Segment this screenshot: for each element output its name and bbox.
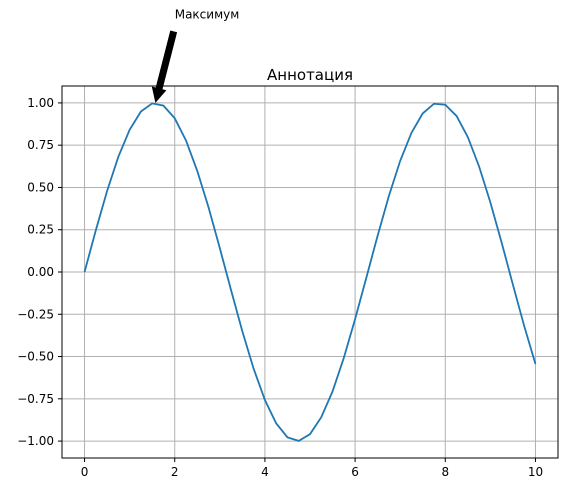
annotations: Максимум [151,7,240,103]
x-tick-label: 8 [441,465,449,479]
y-tick-label: −0.75 [17,392,54,406]
y-tick-label: −1.00 [17,434,54,448]
y-tick-label: 0.25 [27,223,54,237]
y-tick-label: 0.75 [27,138,54,152]
y-tick-label: 0.50 [27,180,54,194]
ticks: 0 2 4 6 8 10 −1.00 −0.75 −0.50 −0.25 0.00 0.25 0.50 0… [17,96,543,479]
chart-title: Аннотация [267,66,353,84]
series-layer [83,102,537,442]
annotation-label: Максимум [175,7,240,21]
y-tick-label: −0.25 [17,307,54,321]
series-line [83,102,537,442]
x-tick-label: 4 [261,465,269,479]
grid [62,86,558,458]
annotation-arrow [151,30,178,103]
x-tick-label: 10 [528,465,543,479]
x-tick-label: 2 [171,465,179,479]
y-tick-label: 1.00 [27,96,54,110]
x-tick-label: 0 [81,465,89,479]
y-tick-label: 0.00 [27,265,54,279]
y-tick-label: −0.50 [17,350,54,364]
x-tick-label: 6 [351,465,359,479]
